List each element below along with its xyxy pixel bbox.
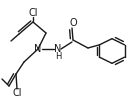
Text: Cl: Cl [28, 8, 38, 18]
Text: O: O [69, 18, 77, 28]
Text: Cl: Cl [12, 88, 22, 98]
Text: N: N [54, 43, 62, 53]
Text: H: H [55, 52, 61, 60]
Text: N: N [34, 44, 42, 54]
